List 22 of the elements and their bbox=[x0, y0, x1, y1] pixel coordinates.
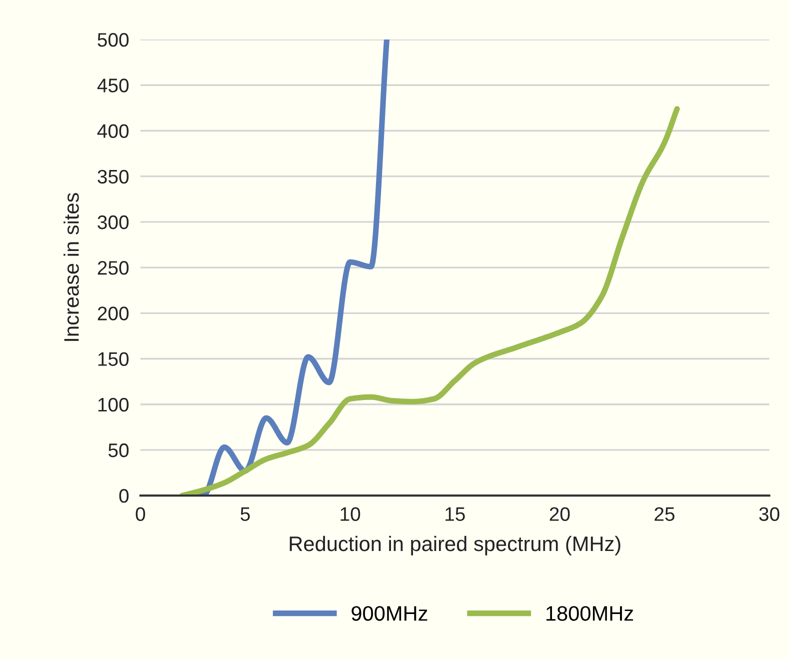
x-tick-label: 25 bbox=[654, 507, 674, 521]
y-tick-label: 300 bbox=[98, 215, 129, 230]
x-tick-label: 20 bbox=[550, 507, 570, 521]
y-tick-label: 350 bbox=[98, 170, 129, 184]
y-tick-label: 100 bbox=[98, 398, 129, 412]
x-tick-label: 30 bbox=[759, 507, 780, 521]
y-tick-label: 150 bbox=[98, 352, 129, 366]
y-axis-title: Increase in sites bbox=[64, 193, 79, 341]
y-tick-label: 50 bbox=[108, 443, 129, 458]
legend-label: 1800MHz bbox=[546, 606, 634, 621]
y-tick-label: 400 bbox=[97, 124, 129, 138]
y-tick-label: 200 bbox=[98, 306, 129, 320]
x-axis-title: Reduction in paired spectrum (MHz) bbox=[290, 536, 620, 556]
y-tick-label: 0 bbox=[119, 489, 129, 503]
y-tick-label: 500 bbox=[98, 33, 129, 47]
x-tick-label: 10 bbox=[340, 507, 360, 521]
x-tick-label: 0 bbox=[136, 507, 146, 521]
legend-label: 900MHz bbox=[352, 606, 428, 621]
x-tick-label: 5 bbox=[240, 507, 250, 521]
x-tick-label: 15 bbox=[446, 507, 465, 521]
y-tick-label: 250 bbox=[98, 261, 129, 275]
y-tick-label: 450 bbox=[97, 78, 129, 92]
